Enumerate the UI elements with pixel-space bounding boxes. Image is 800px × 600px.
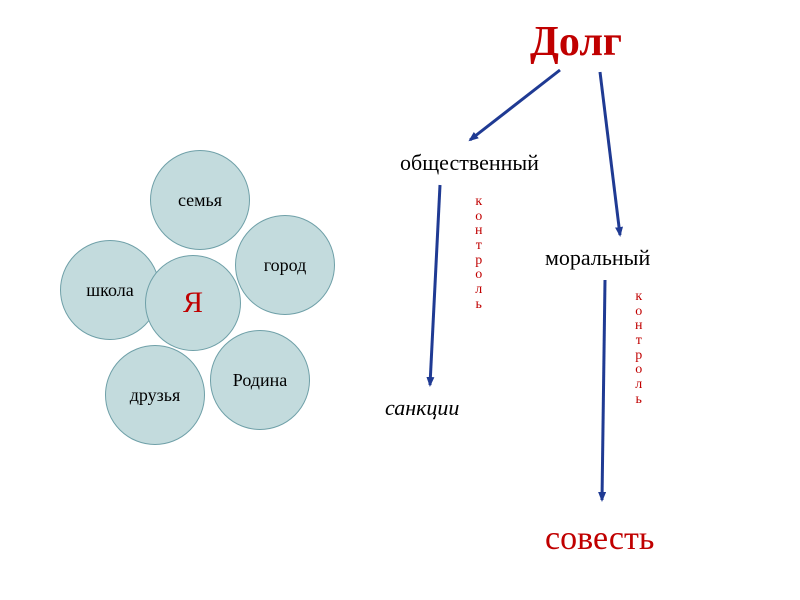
branch-moral-label: моральный [545, 245, 650, 271]
circle-label: семья [178, 190, 222, 211]
circle-label: город [264, 255, 307, 276]
cluster-petal: школа [60, 240, 160, 340]
cluster-center: Я [145, 255, 241, 351]
cluster-petal: друзья [105, 345, 205, 445]
result-conscience: совесть [545, 520, 654, 558]
branch-public-label: общественный [400, 150, 539, 176]
cluster-petal: семья [150, 150, 250, 250]
control-label-right: контроль [635, 290, 643, 408]
cluster-petal: Родина [210, 330, 310, 430]
control-label-left: контроль [475, 195, 483, 313]
circle-label: друзья [130, 385, 181, 406]
circle-label: Я [183, 286, 203, 320]
circle-label: Родина [233, 370, 287, 391]
diagram-title: Долг [530, 18, 622, 66]
result-sanctions: санкции [385, 395, 459, 421]
circle-label: школа [86, 280, 133, 301]
cluster-petal: город [235, 215, 335, 315]
